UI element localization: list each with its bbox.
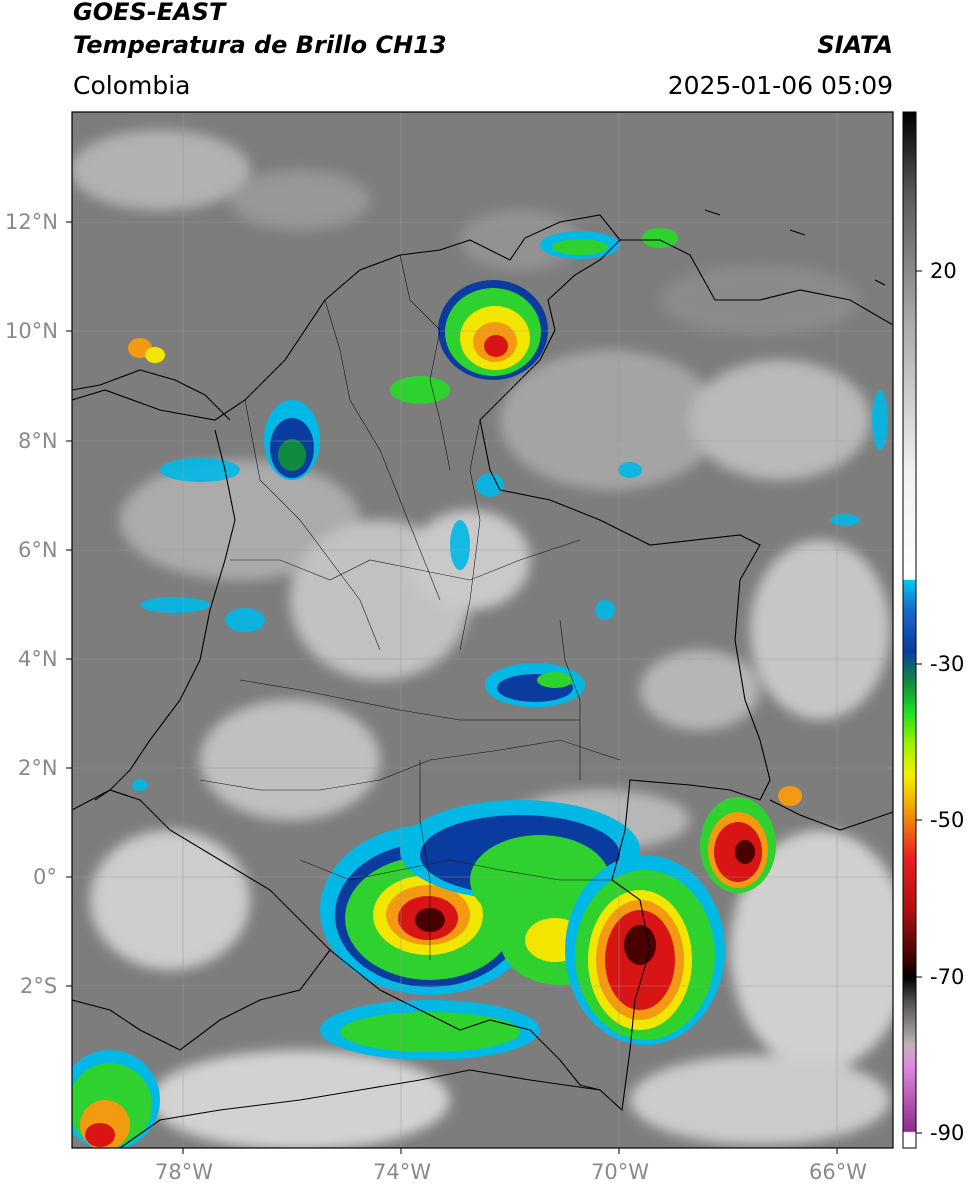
map-frame xyxy=(71,111,894,1149)
lat-tick-label: 4°N xyxy=(18,647,58,671)
lat-tick-label: 12°N xyxy=(5,210,58,234)
lon-tick-label: 74°W xyxy=(373,1160,431,1184)
colorbar-ticks xyxy=(916,270,922,1134)
region-label: Colombia xyxy=(73,71,191,100)
satellite-imagery xyxy=(72,112,893,1148)
convective-cell-magdalena xyxy=(264,400,320,480)
title-product: Temperatura de Brillo CH13 xyxy=(73,31,447,59)
lat-tick-label: 6°N xyxy=(18,538,58,562)
convective-cell-caribbean xyxy=(438,280,548,380)
colorbar-tick-label: -50 xyxy=(930,808,965,832)
convective-cell-amazon-east xyxy=(565,855,725,1045)
pacific-coast xyxy=(94,429,236,801)
colorbar-tick-label: -90 xyxy=(930,1121,965,1145)
caribbean-islands xyxy=(704,209,886,286)
lon-tick-label: 70°W xyxy=(591,1160,649,1184)
lat-tick-label: 10°N xyxy=(5,319,58,343)
convective-cell-south xyxy=(72,1000,540,1148)
lon-tick-label: 66°W xyxy=(809,1160,867,1184)
lat-tick-label: 2°N xyxy=(18,756,58,780)
department-borders xyxy=(199,254,621,960)
boundaries xyxy=(72,209,893,1148)
convective-cell-venezuela-border xyxy=(700,786,802,893)
convective-cell-north-coast xyxy=(128,228,678,404)
brazil-venezuela xyxy=(769,799,893,831)
colombia-border xyxy=(72,214,771,1112)
lat-tick-label: 2°S xyxy=(20,974,58,998)
lat-tick-label: 0° xyxy=(33,865,57,889)
ecuador-peru xyxy=(72,949,331,1051)
axis-ticks xyxy=(66,221,838,1154)
peru-brazil xyxy=(119,1069,601,1148)
timestamp-label: 2025-01-06 05:09 xyxy=(667,71,893,100)
lon-tick-label: 78°W xyxy=(155,1160,213,1184)
colorbar-tick-label: -70 xyxy=(930,965,965,989)
colorbar xyxy=(902,111,917,1149)
colorbar-tick-label: -30 xyxy=(930,652,965,676)
title-satellite: GOES-EAST xyxy=(73,0,226,26)
convective-cell-llanos xyxy=(485,663,585,707)
agency-label: SIATA xyxy=(817,31,893,59)
lat-tick-label: 8°N xyxy=(18,429,58,453)
panama-coast xyxy=(72,369,231,421)
scattered-cells xyxy=(132,390,888,791)
graticule xyxy=(72,112,893,1148)
venezuela-coast xyxy=(620,239,893,326)
colorbar-tick-label: 20 xyxy=(930,259,957,283)
